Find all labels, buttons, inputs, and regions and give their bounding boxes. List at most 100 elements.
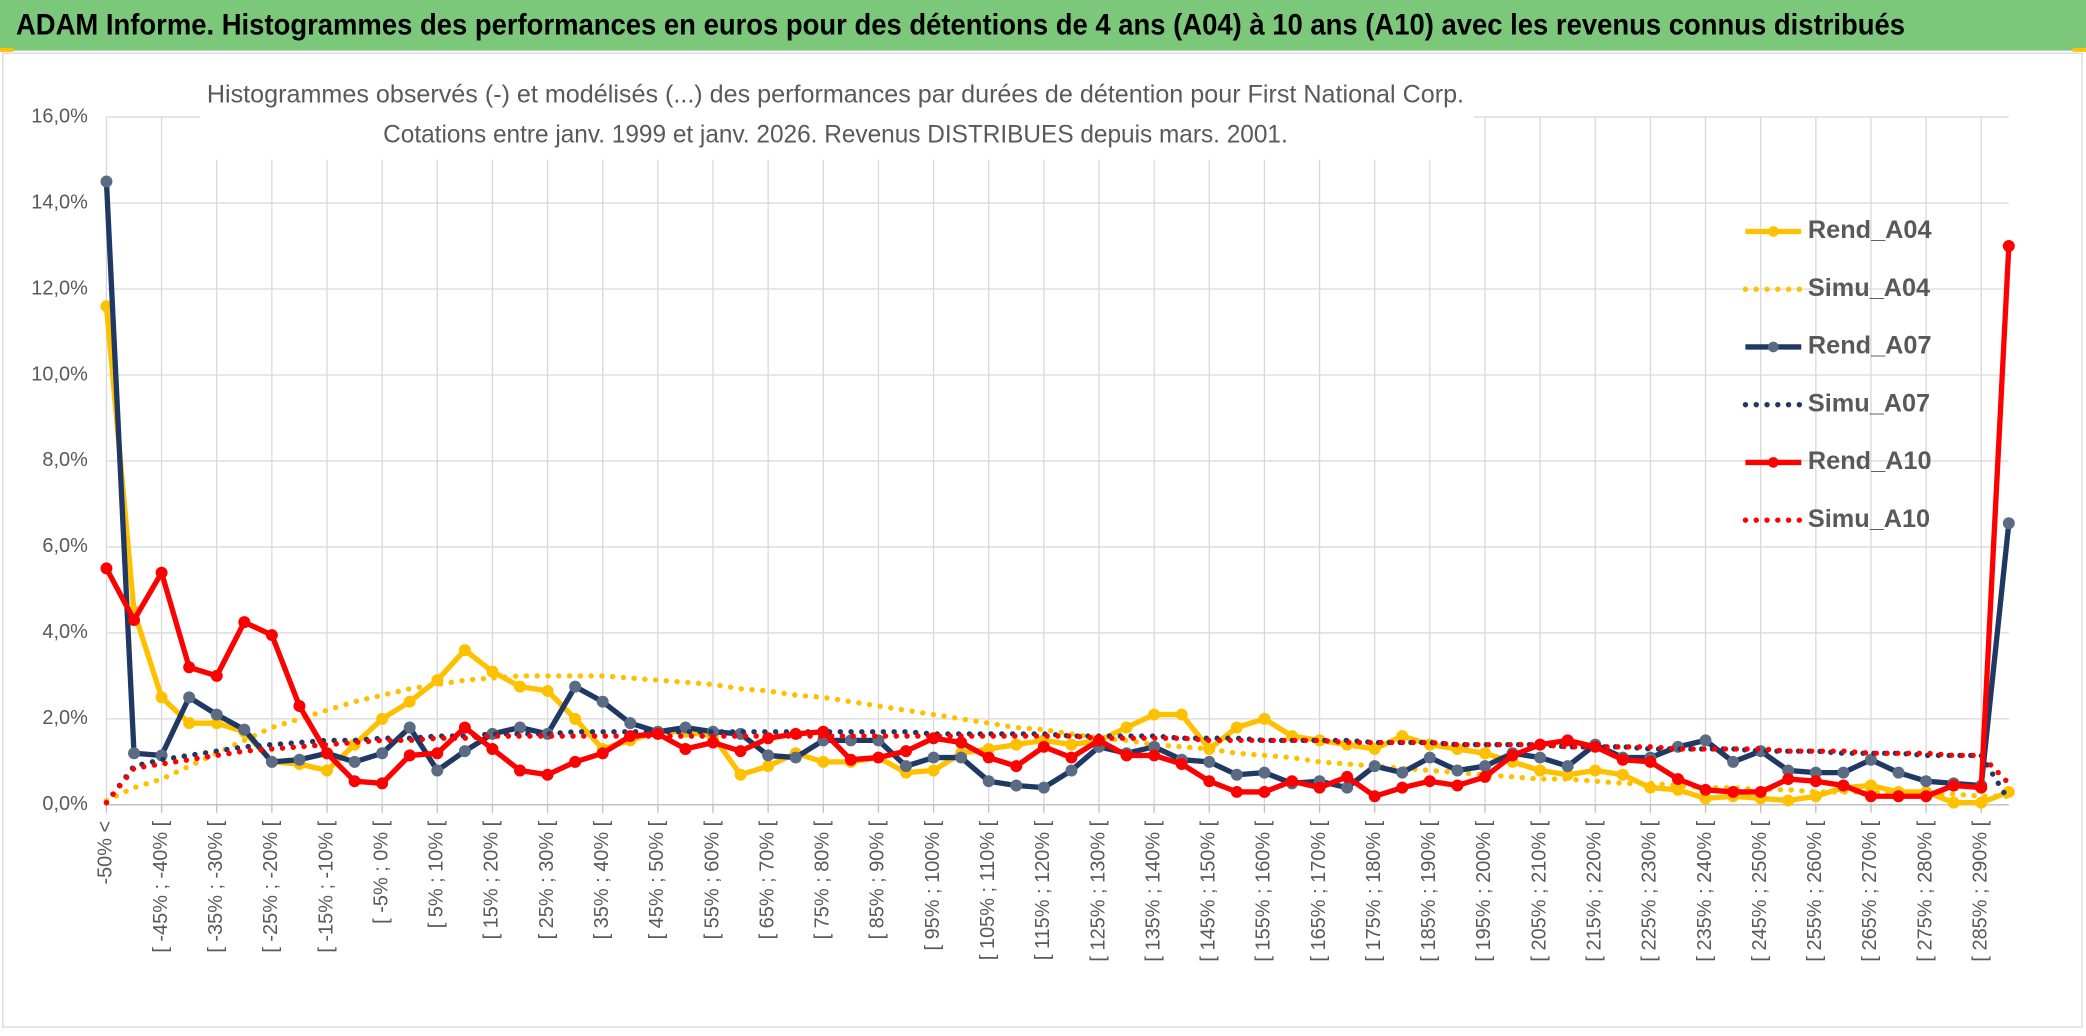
data-point [183, 691, 196, 704]
data-point [1423, 775, 1436, 788]
x-tick-label: [ 205% ; 210% [ [1528, 820, 1550, 961]
y-tick-label: 14,0% [31, 191, 88, 213]
data-point [431, 764, 444, 777]
data-point [569, 680, 582, 693]
x-tick-label: [ 115% ; 120% [ [1032, 820, 1054, 960]
data-point [734, 745, 747, 758]
data-point [1120, 721, 1133, 734]
data-point [955, 751, 968, 764]
data-point [1258, 785, 1271, 798]
data-point [293, 753, 306, 766]
data-point [1341, 770, 1354, 783]
data-point [1754, 785, 1767, 798]
data-point [1699, 783, 1712, 796]
data-point [844, 753, 857, 766]
data-point [1396, 766, 1409, 779]
data-point [1148, 749, 1161, 762]
x-tick-label: [ 285% ; 290% [ [1970, 820, 1992, 961]
x-tick-label: [ 165% ; 170% [ [1308, 820, 1330, 961]
data-point [1423, 751, 1436, 764]
data-point [817, 755, 830, 768]
data-point [1010, 779, 1023, 792]
data-point [321, 747, 334, 760]
data-point [265, 629, 278, 642]
data-point [1616, 753, 1629, 766]
data-point [1478, 770, 1491, 783]
legend-marker [1768, 457, 1779, 468]
data-point [2002, 517, 2015, 530]
data-point [514, 764, 526, 777]
x-tick-label: [ 255% ; 260% [ [1804, 820, 1826, 961]
data-point [1671, 773, 1684, 786]
data-point [596, 747, 609, 760]
data-point [679, 742, 692, 755]
data-point [1478, 747, 1491, 760]
data-point [348, 755, 361, 768]
y-tick-label: 12,0% [31, 277, 88, 299]
data-point [1010, 738, 1023, 751]
x-tick-label: [ 15% ; 20% [ [481, 820, 503, 939]
data-point [1892, 766, 1905, 779]
data-point [1478, 760, 1491, 773]
data-point [1534, 764, 1547, 777]
x-tick-label: [ 125% ; 130% [ [1087, 820, 1109, 961]
data-point [155, 566, 168, 579]
y-tick-label: 8,0% [42, 449, 88, 471]
x-tick-label: [ 25% ; 30% [ [536, 820, 558, 939]
x-tick-label: [ 95% ; 100% [ [922, 820, 944, 950]
data-point [458, 644, 471, 657]
data-point [1368, 742, 1381, 755]
plot-area [100, 175, 2015, 809]
data-point [1368, 760, 1381, 773]
data-point [183, 661, 196, 674]
x-tick-label: [ 45% ; 50% [ [646, 820, 668, 939]
data-point [514, 721, 526, 734]
x-tick-label: [ -15% ; -10% [ [315, 820, 337, 952]
data-point [1037, 781, 1050, 794]
chart-subtitle: Cotations entre janv. 1999 et janv. 2026… [383, 120, 1288, 148]
data-point [955, 736, 968, 749]
header-bar [0, 0, 2086, 51]
x-tick-label: [ 185% ; 190% [ [1418, 820, 1440, 961]
x-tick-label: [ 135% ; 140% [ [1142, 820, 1164, 961]
data-point [1589, 764, 1602, 777]
data-point [1148, 708, 1161, 721]
data-point [624, 717, 637, 730]
x-tick-label: [ 175% ; 180% [ [1363, 820, 1385, 961]
x-tick-label: [ 225% ; 230% [ [1639, 820, 1661, 961]
data-point [1699, 734, 1712, 747]
data-point [100, 562, 113, 575]
y-tick-label: 10,0% [31, 363, 88, 385]
series-line [103, 305, 2010, 806]
data-point [900, 745, 912, 758]
data-point [789, 751, 802, 764]
x-tick-label: [ 85% ; 90% [ [867, 820, 889, 939]
legend-label: Rend_A04 [1808, 216, 1932, 244]
data-point [1203, 755, 1216, 768]
data-point [1065, 738, 1078, 751]
title-background [199, 77, 1475, 160]
data-point [100, 175, 113, 188]
series-line [103, 733, 2012, 806]
data-point [1120, 749, 1133, 762]
data-point [1341, 781, 1354, 794]
data-point [1837, 779, 1850, 792]
data-point [1975, 796, 1988, 809]
x-tick-label: [ 265% ; 270% [ [1859, 820, 1881, 961]
data-point [210, 669, 223, 682]
data-point [1065, 764, 1078, 777]
data-point [1065, 751, 1078, 764]
data-point [183, 717, 196, 730]
data-point [1396, 730, 1409, 743]
data-point [927, 764, 940, 777]
data-point [238, 723, 251, 736]
data-point [321, 764, 334, 777]
data-point [1175, 758, 1188, 770]
data-point [403, 695, 416, 708]
series-line [103, 181, 2012, 791]
data-point [376, 712, 389, 725]
header-title: ADAM Informe. Histogrammes des performan… [16, 9, 1905, 41]
x-tick-label: [ 215% ; 220% [ [1584, 820, 1606, 961]
